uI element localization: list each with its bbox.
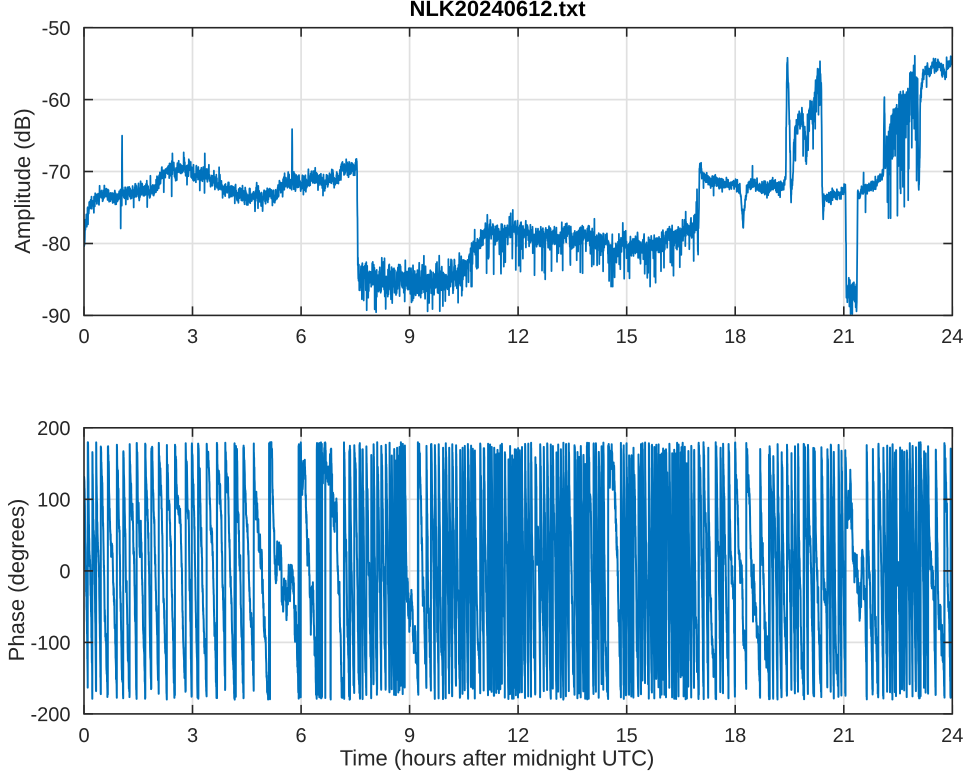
svg-text:15: 15	[616, 326, 638, 348]
svg-text:12: 12	[507, 725, 529, 747]
svg-text:0: 0	[78, 326, 89, 348]
svg-text:200: 200	[37, 418, 70, 440]
svg-text:0: 0	[59, 561, 70, 583]
svg-text:3: 3	[187, 326, 198, 348]
svg-text:-100: -100	[30, 633, 70, 655]
svg-text:-50: -50	[42, 18, 71, 40]
svg-text:9: 9	[404, 326, 415, 348]
svg-text:6: 6	[296, 725, 307, 747]
svg-text:-90: -90	[42, 306, 71, 328]
svg-text:21: 21	[833, 725, 855, 747]
svg-text:0: 0	[78, 725, 89, 747]
svg-text:18: 18	[724, 725, 746, 747]
svg-text:24: 24	[941, 725, 963, 747]
svg-text:6: 6	[296, 326, 307, 348]
svg-text:100: 100	[37, 489, 70, 511]
svg-text:12: 12	[507, 326, 529, 348]
svg-text:NLK20240612.txt: NLK20240612.txt	[409, 0, 586, 21]
svg-text:15: 15	[616, 725, 638, 747]
svg-text:Amplitude (dB): Amplitude (dB)	[10, 108, 35, 254]
svg-text:-80: -80	[42, 234, 71, 256]
svg-text:-60: -60	[42, 90, 71, 112]
svg-text:9: 9	[404, 725, 415, 747]
svg-text:24: 24	[941, 326, 963, 348]
svg-text:Time (hours after midnight UTC: Time (hours after midnight UTC)	[340, 745, 655, 770]
svg-text:3: 3	[187, 725, 198, 747]
svg-text:-70: -70	[42, 162, 71, 184]
svg-text:-200: -200	[30, 704, 70, 726]
svg-text:Phase (degrees): Phase (degrees)	[4, 499, 29, 662]
svg-text:21: 21	[833, 326, 855, 348]
svg-text:18: 18	[724, 326, 746, 348]
